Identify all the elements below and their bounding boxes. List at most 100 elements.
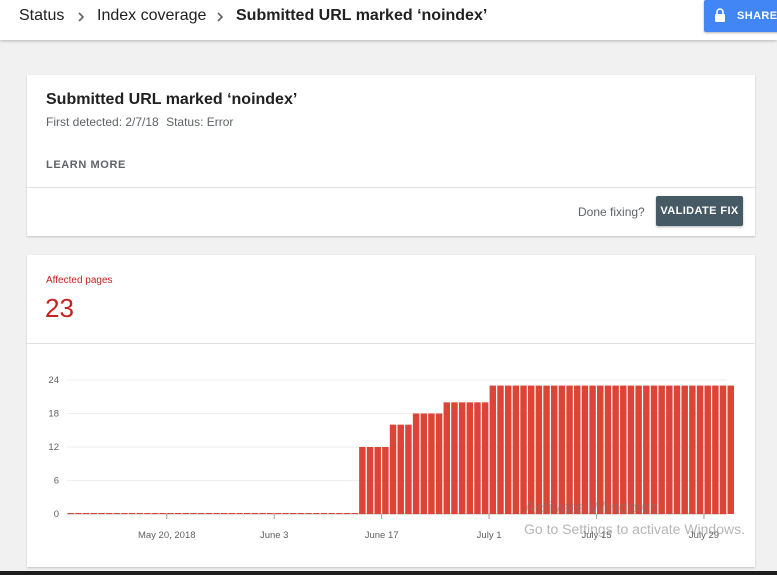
bar xyxy=(190,513,197,514)
bar xyxy=(336,513,343,514)
bar xyxy=(297,513,305,514)
bar xyxy=(121,513,128,514)
x-tick-label: July 29 xyxy=(689,530,719,541)
bar xyxy=(389,424,397,514)
bar xyxy=(474,402,481,514)
x-tick-label: July 1 xyxy=(477,530,502,541)
bar xyxy=(259,513,266,514)
bar xyxy=(113,513,121,514)
bar xyxy=(90,513,97,514)
bar xyxy=(267,513,274,514)
bar xyxy=(574,385,581,514)
affected-pages-card: Affected pages 23 0 6 12 18 24 May 20, 2018 Ju… xyxy=(27,255,755,567)
bar xyxy=(412,413,420,514)
bar xyxy=(673,385,681,514)
bar xyxy=(581,385,589,514)
bar xyxy=(620,385,627,514)
learn-more-link[interactable]: LEARN MORE xyxy=(46,159,126,171)
y-tick-label: 18 xyxy=(48,409,59,420)
top-bar: Status Index coverage Submitted URL mark… xyxy=(0,0,777,40)
bar xyxy=(220,513,228,514)
bar xyxy=(666,385,673,514)
bar xyxy=(689,385,696,514)
bar xyxy=(719,385,727,514)
bar xyxy=(558,385,566,514)
bar xyxy=(144,513,151,514)
bar xyxy=(205,513,213,514)
chevron-right-icon xyxy=(217,12,224,22)
y-tick-label: 0 xyxy=(54,509,59,520)
issue-meta: First detected: 2/7/18 Status: Error xyxy=(46,115,237,129)
bar xyxy=(535,385,543,514)
bar xyxy=(320,513,328,514)
bar xyxy=(82,513,90,514)
bar xyxy=(75,513,82,514)
bar xyxy=(458,402,466,514)
issue-status: Status: Error xyxy=(166,115,234,129)
bar xyxy=(612,385,619,514)
bar xyxy=(704,385,711,514)
bar xyxy=(67,513,74,514)
bar xyxy=(328,513,335,514)
affected-pages-label: Affected pages xyxy=(46,275,113,286)
bar xyxy=(366,447,374,514)
bar xyxy=(236,513,243,514)
bar xyxy=(589,385,596,514)
x-tick-label: June 17 xyxy=(365,530,399,541)
validate-fix-button[interactable]: VALIDATE FIX xyxy=(656,196,743,226)
bar xyxy=(727,385,734,514)
bar xyxy=(466,402,474,514)
bar xyxy=(136,513,144,514)
bar xyxy=(305,513,312,514)
bar xyxy=(159,513,167,514)
bar xyxy=(167,513,174,514)
done-fixing-label: Done fixing? xyxy=(578,205,645,219)
bar xyxy=(351,513,358,514)
bar xyxy=(274,513,282,514)
bar xyxy=(397,424,404,514)
bar xyxy=(244,513,251,514)
bar xyxy=(604,385,612,514)
bar xyxy=(382,447,389,514)
bar xyxy=(251,513,259,514)
bar xyxy=(627,385,635,514)
bar xyxy=(213,513,220,514)
share-button[interactable]: SHARE xyxy=(704,0,777,32)
activate-windows-subtitle: Go to Settings to activate Windows. xyxy=(524,521,745,537)
bar xyxy=(451,402,458,514)
affected-pages-count: 23 xyxy=(45,293,74,323)
bar xyxy=(481,402,489,514)
bar xyxy=(566,385,573,514)
x-tick-label: July 15 xyxy=(581,530,611,541)
lock-icon xyxy=(715,8,725,22)
bar xyxy=(550,385,558,514)
bar xyxy=(489,385,497,514)
bar xyxy=(712,385,719,514)
bar xyxy=(313,513,320,514)
breadcrumb-status[interactable]: Status xyxy=(19,7,65,24)
bar xyxy=(405,424,412,514)
bar xyxy=(151,513,159,514)
y-tick-label: 12 xyxy=(48,442,59,453)
bar xyxy=(597,385,604,514)
bar xyxy=(182,513,190,514)
bar xyxy=(696,385,704,514)
y-tick-label: 6 xyxy=(54,476,59,487)
bar xyxy=(420,413,427,514)
divider xyxy=(27,343,755,344)
activate-windows-title: Activate Windows xyxy=(524,498,659,517)
breadcrumb-index-coverage[interactable]: Index coverage xyxy=(97,7,207,24)
bar xyxy=(290,513,297,514)
affected-pages-chart: 0 6 12 18 24 May 20, 2018 June 3 June 17 July 1 J… xyxy=(48,375,734,541)
bar xyxy=(98,513,105,514)
bar xyxy=(504,385,512,514)
bar xyxy=(435,413,443,514)
issue-card: Submitted URL marked ‘noindex’ First det… xyxy=(27,75,755,236)
first-detected: First detected: 2/7/18 xyxy=(46,115,159,129)
bar xyxy=(512,385,520,514)
bar xyxy=(643,385,650,514)
bar xyxy=(197,513,205,514)
bar xyxy=(359,447,366,514)
y-tick-label: 24 xyxy=(48,375,59,386)
bar xyxy=(443,402,451,514)
